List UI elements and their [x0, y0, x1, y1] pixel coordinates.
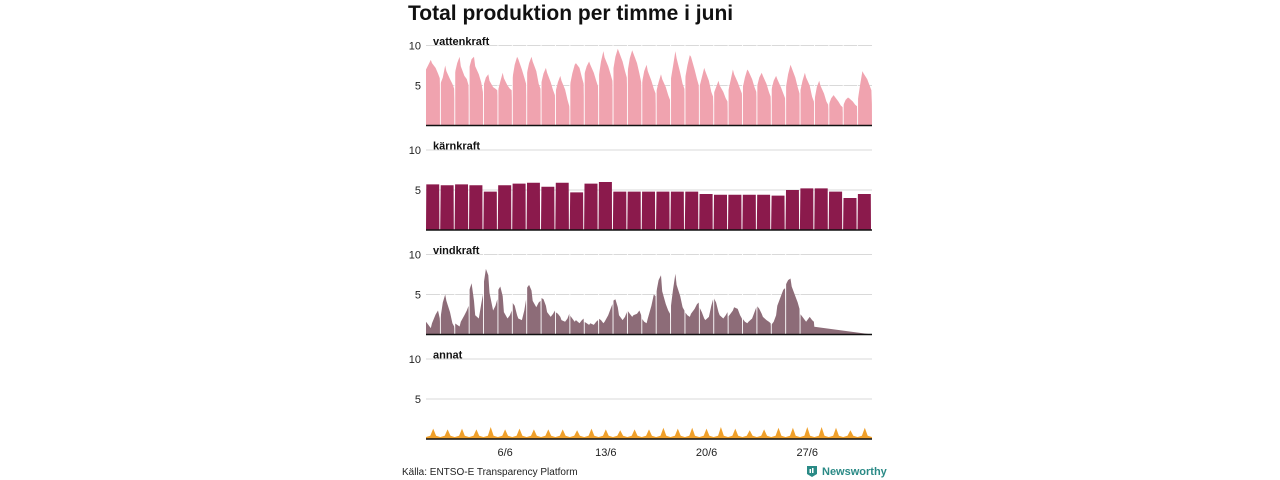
chart-title: Total produktion per timme i juni	[408, 2, 734, 25]
brand-name: Newsworthy	[822, 465, 887, 478]
panel-annat: 5 10 annat	[409, 350, 872, 440]
y-tick-label: 10	[409, 250, 421, 262]
area-karnkraft	[426, 182, 872, 230]
x-tick-label: 20/6	[696, 447, 717, 459]
brand[interactable]: Newsworthy	[806, 465, 887, 478]
area-vindkraft	[426, 268, 872, 335]
x-tick-label: 6/6	[497, 447, 512, 459]
newsworthy-logo-icon	[807, 466, 817, 477]
area-annat	[426, 427, 872, 439]
y-tick-label: 5	[415, 394, 421, 406]
y-tick-label: 10	[409, 354, 421, 366]
panel-label: vindkraft	[433, 245, 480, 257]
x-tick-label: 27/6	[797, 447, 818, 459]
panel-vindkraft: 5 10 vindkraft	[409, 245, 872, 336]
y-tick-label: 10	[409, 41, 421, 53]
y-tick-label: 5	[415, 81, 421, 93]
panel-vattenkraft: 5 10 vattenkraft	[409, 36, 872, 127]
panel-label: kärnkraft	[433, 141, 480, 153]
y-tick-label: 10	[409, 145, 421, 157]
x-tick-label: 13/6	[595, 447, 616, 459]
y-tick-label: 5	[415, 290, 421, 302]
area-vattenkraft	[426, 48, 872, 126]
source-note: Källa: ENTSO-E Transparency Platform	[402, 467, 578, 478]
panel-label: annat	[433, 350, 463, 362]
y-tick-label: 5	[415, 185, 421, 197]
panel-karnkraft: 5 10 kärnkraft	[409, 141, 872, 231]
panel-label: vattenkraft	[433, 36, 490, 48]
